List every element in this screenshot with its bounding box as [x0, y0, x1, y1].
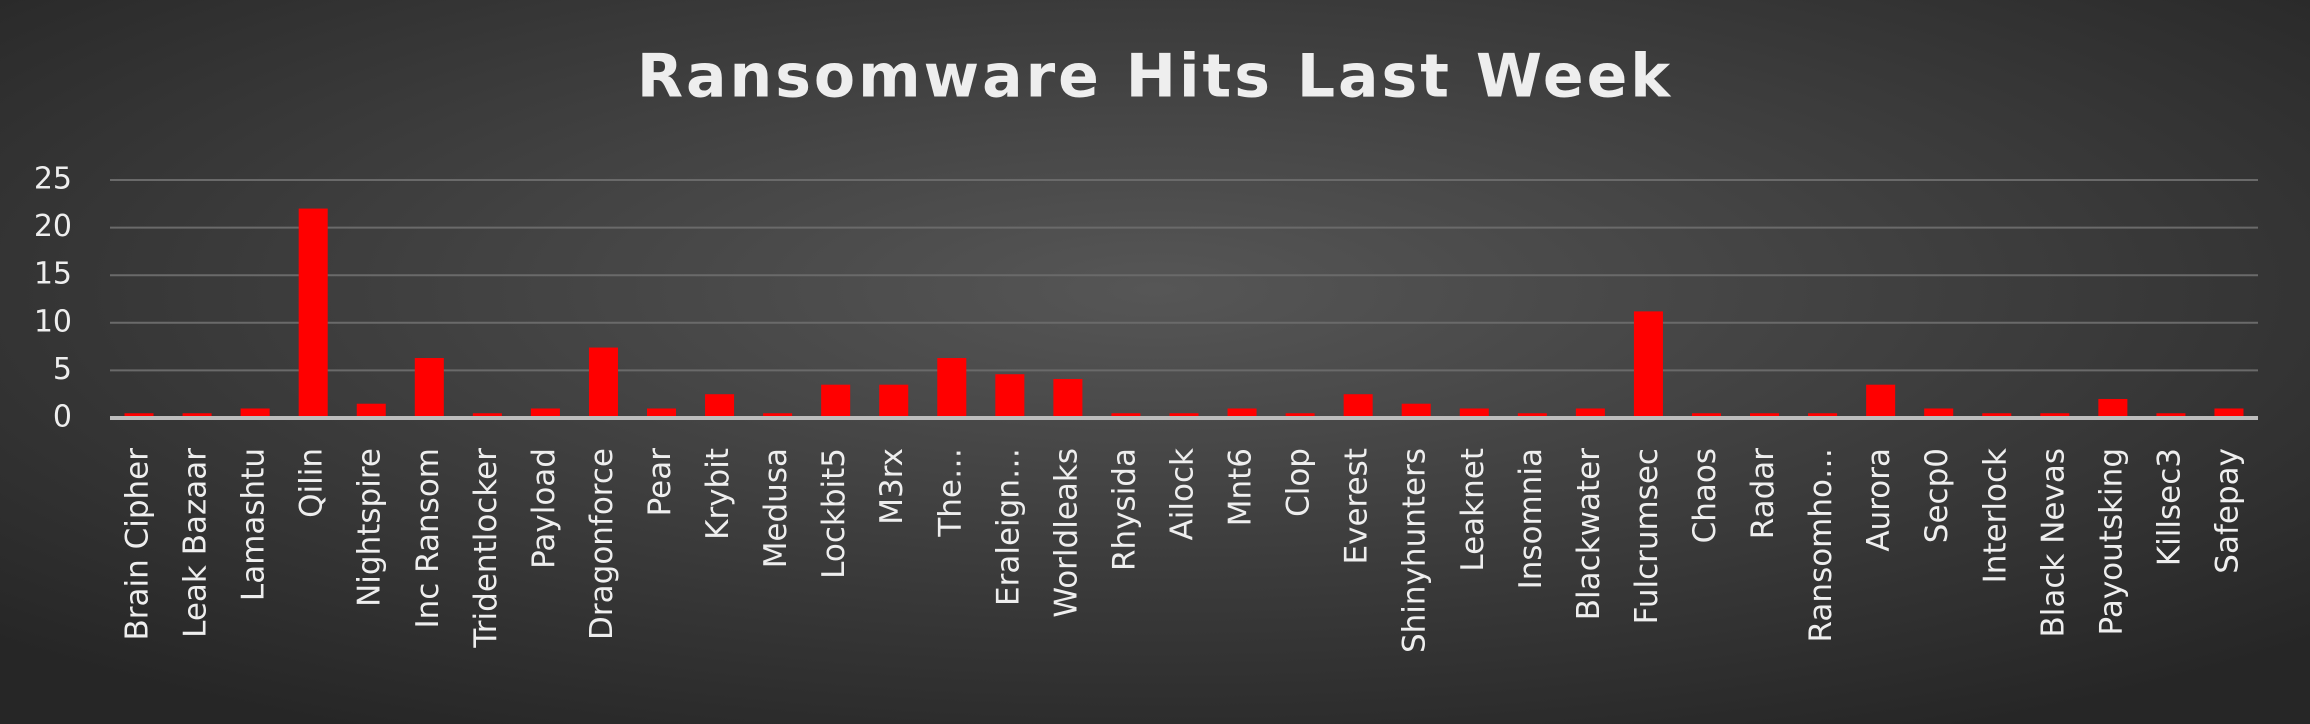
x-tick-label: Payoutsking — [2093, 448, 2129, 635]
bar — [1633, 311, 1663, 418]
bar — [182, 413, 212, 418]
bar — [995, 374, 1025, 418]
y-tick-label: 20 — [34, 209, 72, 244]
x-tick-label: Leaknet — [1455, 448, 1491, 572]
bar — [1982, 413, 2012, 418]
bar — [356, 403, 386, 418]
bar — [1866, 384, 1896, 418]
x-tick-label: Brain Cipher — [120, 448, 156, 641]
bar — [588, 347, 618, 418]
x-tick-label: Ailock — [1165, 448, 1201, 540]
x-tick-label: Nightspire — [352, 448, 388, 607]
bar — [298, 208, 328, 418]
bar — [1924, 408, 1954, 418]
x-tick-label: Interlock — [1977, 448, 2013, 583]
x-tick-label: Black Nevas — [2035, 448, 2071, 637]
x-tick-label: Killsec3 — [2151, 448, 2187, 566]
x-tick-label: Mnt6 — [1223, 448, 1259, 526]
x-tick-label: M3rx — [874, 448, 910, 525]
x-tick-label: Worldleaks — [1048, 448, 1084, 618]
x-tick-label: Secp0 — [1919, 448, 1955, 543]
x-tick-label: Clop — [1281, 448, 1317, 517]
bar — [1401, 403, 1431, 418]
x-tick-label: Blackwater — [1571, 448, 1607, 620]
x-tick-label: Radar — [1745, 448, 1781, 540]
x-tick-label: Fulcrumsec — [1629, 448, 1665, 624]
bar — [472, 413, 502, 418]
x-tick-label: Lamashtu — [236, 448, 272, 601]
bar — [2156, 413, 2186, 418]
bar — [414, 358, 444, 418]
bar — [1169, 413, 1199, 418]
x-tick-label: Eraleign… — [990, 448, 1026, 606]
x-tick-label: Qilin — [294, 448, 330, 518]
y-tick-label: 10 — [34, 304, 72, 339]
x-tick-label: Everest — [1339, 448, 1375, 564]
x-tick-label: Aurora — [1861, 448, 1897, 552]
bar — [879, 384, 909, 418]
bar — [240, 408, 270, 418]
x-tick-label: Safepay — [2209, 448, 2245, 574]
chart-title: Ransomware Hits Last Week — [637, 42, 1673, 112]
x-tick-label: Rhysida — [1106, 448, 1142, 571]
x-tick-label: The… — [932, 448, 968, 538]
bar — [1343, 394, 1373, 418]
x-tick-label: Pear — [642, 448, 678, 517]
bar — [763, 413, 793, 418]
bar — [937, 358, 967, 418]
bar — [1517, 413, 1547, 418]
x-tick-label: Inc Ransom — [410, 448, 446, 629]
bar — [1575, 408, 1605, 418]
bar — [1053, 378, 1083, 418]
y-tick-label: 25 — [34, 162, 72, 197]
bar — [1111, 413, 1141, 418]
bar — [705, 394, 735, 418]
x-tick-label: Leak Bazaar — [178, 448, 214, 638]
bar — [1227, 408, 1257, 418]
bar — [647, 408, 677, 418]
y-tick-label: 15 — [34, 257, 72, 292]
y-tick-label: 5 — [53, 352, 72, 387]
x-tick-label: Ransomho… — [1803, 448, 1839, 642]
x-tick-label: Dragonforce — [584, 448, 620, 640]
x-tick-label: Chaos — [1687, 448, 1723, 543]
bar — [2040, 413, 2070, 418]
x-tick-label: Medusa — [758, 448, 794, 568]
x-tick-label: Lockbit5 — [816, 448, 852, 579]
x-tick-label: Payload — [526, 448, 562, 569]
bar — [2098, 398, 2128, 418]
bar — [1750, 413, 1780, 418]
bar — [1691, 413, 1721, 418]
bar — [1285, 413, 1315, 418]
x-tick-label: Shinyhunters — [1397, 448, 1433, 653]
x-tick-label: Tridentlocker — [468, 448, 504, 649]
y-tick-label: 0 — [53, 400, 72, 435]
bar — [1459, 408, 1489, 418]
bar — [530, 408, 560, 418]
x-tick-label: Krybit — [700, 448, 736, 540]
bar — [2214, 408, 2244, 418]
bar — [1808, 413, 1838, 418]
x-tick-label: Insomnia — [1513, 448, 1549, 589]
bar — [124, 413, 154, 418]
bar — [821, 384, 851, 418]
